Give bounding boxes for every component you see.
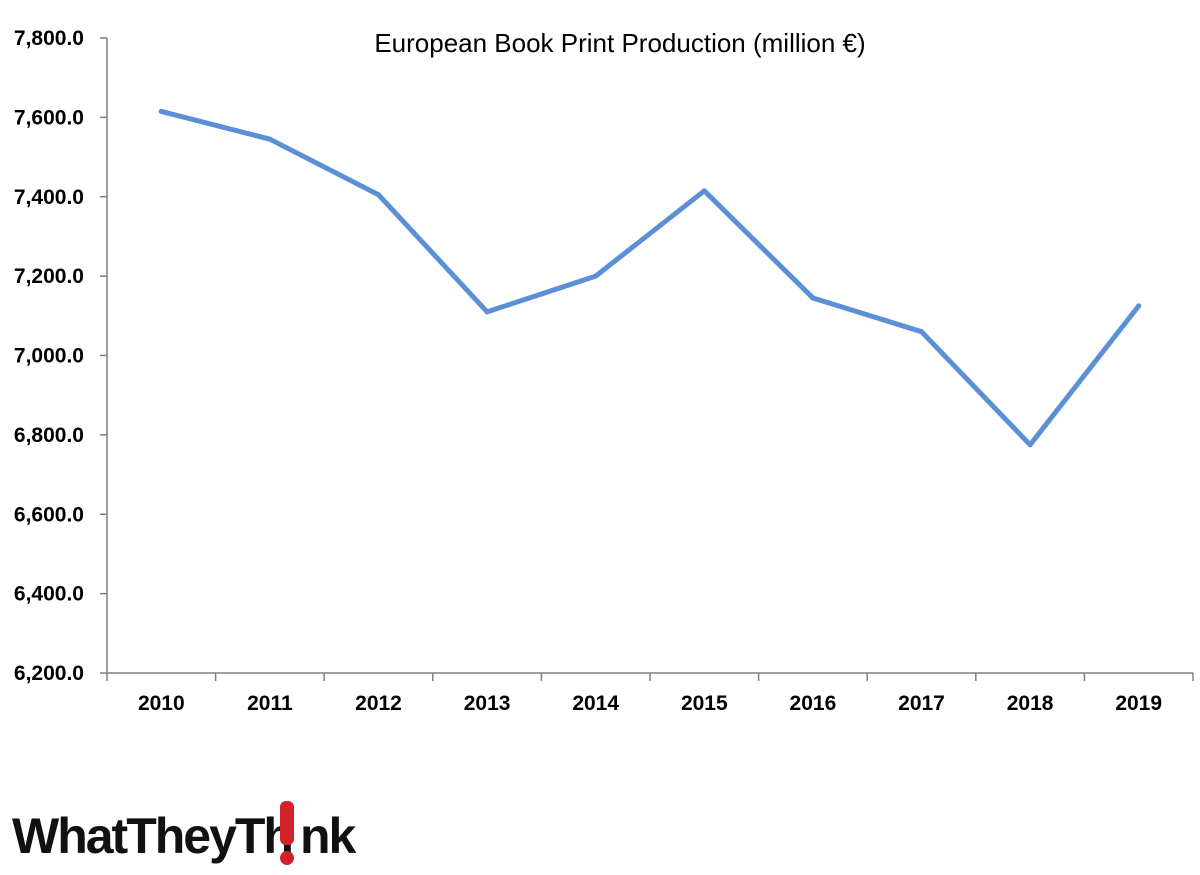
data-point — [1136, 303, 1142, 309]
data-point — [376, 192, 381, 198]
y-tick-label: 7,800.0 — [14, 27, 84, 50]
x-axis: 2010 2011 2012 2013 2014 2015 2016 2017 2018 2019 — [106, 672, 1194, 715]
logo-exclamation-bar — [280, 801, 294, 845]
x-tick-label: 2012 — [355, 692, 402, 715]
y-tick-label: 6,400.0 — [14, 583, 84, 606]
data-point — [593, 273, 599, 279]
y-tick-label: 7,000.0 — [14, 345, 84, 368]
logo-text-right: nk — [300, 808, 357, 864]
logo-text-left: WhatTheyTh — [12, 808, 292, 864]
x-tick-label: 2018 — [1007, 692, 1054, 715]
line-chart: European Book Print Production (million … — [14, 27, 1194, 715]
data-point — [1027, 442, 1033, 448]
y-tick-label: 7,200.0 — [14, 265, 84, 288]
y-tick-label: 7,600.0 — [14, 106, 84, 129]
data-series — [158, 108, 1142, 448]
data-point — [919, 329, 924, 335]
y-axis: 6,200.0 6,400.0 6,600.0 6,800.0 7,000.0 7,200… — [14, 27, 108, 685]
data-point — [158, 108, 164, 114]
x-tick-label: 2011 — [247, 692, 293, 715]
logo-exclamation-dot — [280, 851, 294, 865]
series-line — [158, 108, 1142, 448]
data-point — [810, 295, 816, 301]
chart-title: European Book Print Production (million … — [374, 28, 865, 58]
y-tick-label: 6,200.0 — [14, 662, 84, 685]
x-tick-label: 2019 — [1115, 692, 1162, 715]
y-tick-label: 6,600.0 — [14, 503, 84, 526]
x-tick-label: 2017 — [898, 692, 945, 715]
data-point — [267, 136, 273, 142]
x-tick-label: 2010 — [138, 692, 185, 715]
whattheythink-logo: WhatTheyTh nk — [12, 801, 359, 865]
x-tick-label: 2016 — [790, 692, 837, 715]
x-tick-label: 2014 — [572, 692, 619, 715]
x-tick-label: 2015 — [681, 692, 728, 715]
data-point — [484, 309, 490, 315]
data-point — [701, 188, 707, 194]
y-tick-label: 7,400.0 — [14, 186, 84, 209]
x-tick-label: 2013 — [464, 692, 511, 715]
y-tick-label: 6,800.0 — [14, 424, 84, 447]
